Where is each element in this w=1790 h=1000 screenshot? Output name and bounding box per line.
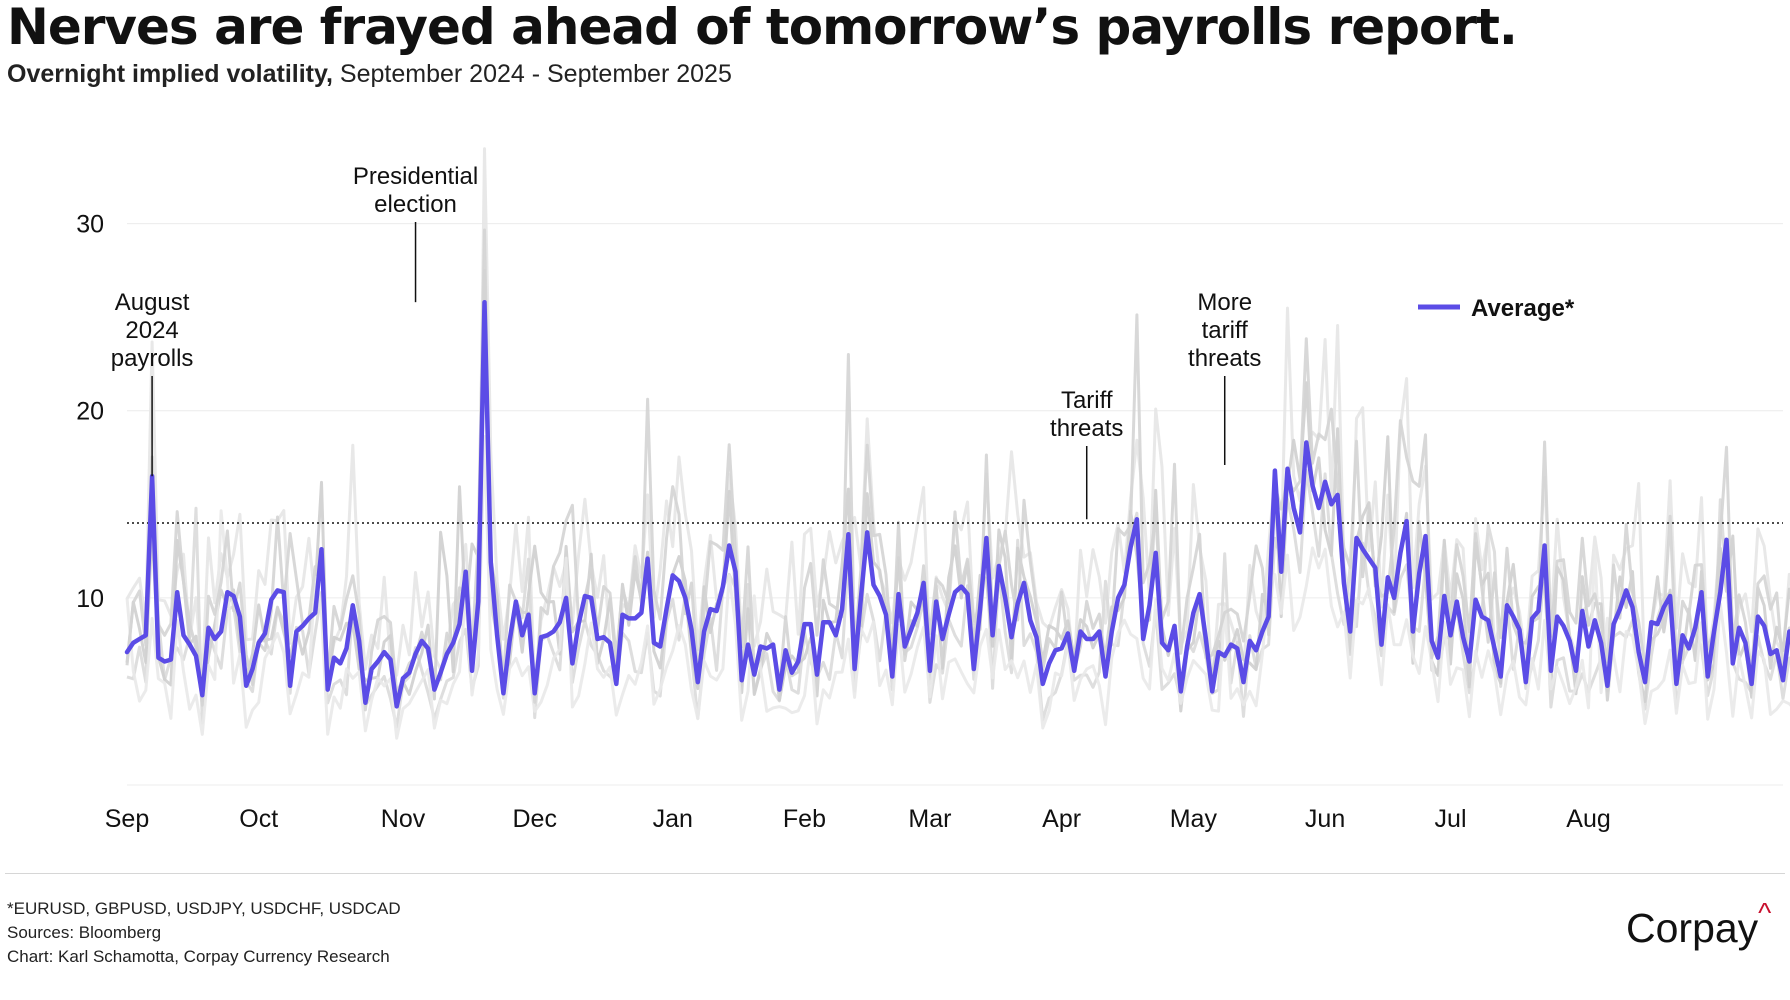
footnotes: *EURUSD, GBPUSD, USDJPY, USDCHF, USDCAD …	[7, 897, 401, 969]
subtitle-bold: Overnight implied volatility,	[7, 60, 333, 88]
logo-text: Corpay	[1626, 905, 1759, 951]
subtitle-rest: September 2024 - September 2025	[332, 60, 732, 88]
y-tick-label-30: 30	[76, 211, 104, 239]
x-tick-label-sep: Sep	[105, 805, 149, 833]
x-tick-label-may: May	[1170, 805, 1218, 833]
annotation-2-line-2: election	[374, 191, 457, 218]
annotation-4-line-2: tariff	[1202, 317, 1249, 344]
grey-series-line-4	[125, 435, 1790, 740]
x-tick-label-jun: Jun	[1305, 805, 1345, 833]
annotation-4-line-3: threats	[1188, 345, 1261, 372]
footer-divider	[5, 873, 1785, 874]
footnote-sources: Sources: Bloomberg	[7, 923, 162, 942]
chart-title: Nerves are frayed ahead of tomorrow’s pa…	[7, 0, 1518, 56]
x-tick-label-jan: Jan	[653, 805, 693, 833]
logo-mark: ^	[1758, 897, 1772, 928]
volatility-line-chart: 10 20 30 Sep Oct Nov Dec Jan Feb Mar Apr May Jun Jul A…	[76, 147, 1790, 833]
x-tick-label-dec: Dec	[512, 805, 556, 833]
annotation-1-line-3: payrolls	[111, 345, 194, 372]
y-tick-label-10: 10	[76, 585, 104, 613]
annotation-1-line-1: August	[115, 289, 190, 316]
y-tick-label-20: 20	[76, 398, 104, 426]
annotation-1-line-2: 2024	[125, 317, 178, 344]
legend-label-average: Average*	[1471, 295, 1575, 322]
x-tick-label-aug: Aug	[1566, 805, 1610, 833]
chart-subtitle: Overnight implied volatility, September …	[7, 60, 732, 89]
average-series-line	[124, 299, 1790, 709]
x-tick-label-oct: Oct	[239, 805, 278, 833]
x-tick-label-mar: Mar	[908, 805, 951, 833]
x-tick-label-feb: Feb	[783, 805, 826, 833]
x-tick-label-apr: Apr	[1042, 805, 1081, 833]
corpay-logo: Corpay^	[1626, 897, 1771, 952]
footnote-credit: Chart: Karl Schamotta, Corpay Currency R…	[7, 947, 390, 966]
annotation-2-line-1: Presidential	[353, 163, 478, 190]
x-tick-label-jul: Jul	[1435, 805, 1467, 833]
x-tick-label-nov: Nov	[381, 805, 426, 833]
annotation-3-line-2: threats	[1050, 415, 1123, 442]
annotation-3-line-1: Tariff	[1061, 387, 1113, 414]
annotation-4-line-1: More	[1197, 289, 1252, 316]
footnote-currencies: *EURUSD, GBPUSD, USDJPY, USDCHF, USDCAD	[7, 899, 401, 918]
